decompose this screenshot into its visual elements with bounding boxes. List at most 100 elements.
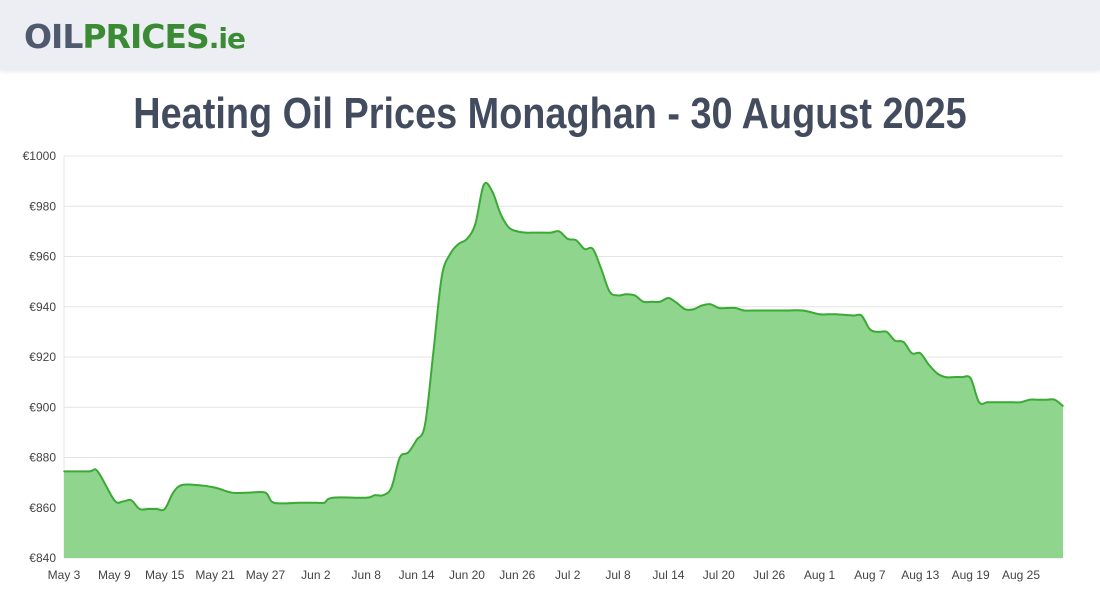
data-point[interactable]	[852, 314, 854, 317]
site-logo[interactable]: OILPRICES.ie	[24, 17, 246, 59]
data-point[interactable]	[1028, 398, 1031, 401]
data-point[interactable]	[718, 307, 720, 309]
data-point[interactable]	[768, 309, 770, 312]
data-point[interactable]	[575, 239, 577, 241]
data-point[interactable]	[541, 231, 544, 234]
data-point[interactable]	[315, 501, 317, 504]
data-point[interactable]	[885, 331, 888, 333]
data-point[interactable]	[1037, 398, 1039, 401]
data-point[interactable]	[676, 302, 678, 304]
data-point[interactable]	[533, 231, 535, 234]
data-point[interactable]	[331, 496, 334, 499]
data-point[interactable]	[642, 300, 645, 303]
data-point[interactable]	[1045, 398, 1048, 401]
data-point[interactable]	[558, 230, 561, 233]
data-point[interactable]	[88, 470, 90, 473]
data-point[interactable]	[961, 376, 964, 378]
data-point[interactable]	[172, 491, 174, 494]
data-point[interactable]	[163, 508, 166, 510]
data-point[interactable]	[155, 508, 158, 510]
data-point[interactable]	[726, 307, 728, 309]
data-point[interactable]	[298, 501, 300, 504]
data-point[interactable]	[214, 486, 216, 489]
data-point[interactable]	[399, 456, 401, 459]
data-point[interactable]	[482, 184, 485, 186]
data-point[interactable]	[323, 501, 326, 504]
data-point[interactable]	[667, 297, 670, 299]
data-point[interactable]	[432, 351, 435, 353]
data-point[interactable]	[457, 243, 460, 245]
data-point[interactable]	[373, 494, 376, 496]
data-point[interactable]	[1003, 401, 1006, 404]
data-point[interactable]	[524, 231, 527, 234]
data-point[interactable]	[860, 314, 863, 317]
data-point[interactable]	[499, 212, 502, 215]
data-point[interactable]	[508, 226, 510, 229]
data-point[interactable]	[986, 401, 989, 404]
data-point[interactable]	[474, 223, 477, 225]
data-point[interactable]	[743, 309, 745, 312]
data-point[interactable]	[944, 376, 947, 378]
data-point[interactable]	[592, 248, 594, 250]
data-point[interactable]	[1062, 405, 1064, 407]
data-point[interactable]	[995, 401, 997, 404]
data-point[interactable]	[701, 304, 703, 307]
data-point[interactable]	[634, 294, 636, 297]
data-point[interactable]	[365, 496, 368, 499]
data-point[interactable]	[869, 328, 871, 331]
data-point[interactable]	[466, 238, 468, 240]
data-point[interactable]	[407, 451, 409, 454]
data-point[interactable]	[969, 377, 972, 380]
data-point[interactable]	[516, 230, 519, 233]
data-point[interactable]	[927, 363, 930, 366]
data-point[interactable]	[138, 508, 141, 510]
data-point[interactable]	[936, 372, 938, 375]
data-point[interactable]	[902, 341, 905, 343]
data-point[interactable]	[1020, 401, 1022, 404]
data-point[interactable]	[617, 294, 619, 297]
data-point[interactable]	[684, 308, 687, 311]
data-point[interactable]	[231, 491, 233, 494]
data-point[interactable]	[440, 275, 443, 278]
data-point[interactable]	[600, 268, 603, 270]
data-point[interactable]	[801, 309, 804, 312]
data-point[interactable]	[273, 501, 275, 504]
data-point[interactable]	[247, 491, 250, 494]
data-point[interactable]	[894, 339, 896, 342]
data-point[interactable]	[113, 499, 116, 502]
data-point[interactable]	[751, 309, 754, 312]
data-point[interactable]	[827, 313, 829, 316]
data-point[interactable]	[650, 300, 653, 303]
data-point[interactable]	[550, 231, 552, 234]
data-point[interactable]	[1053, 398, 1056, 401]
data-point[interactable]	[835, 313, 838, 316]
data-point[interactable]	[491, 190, 493, 192]
data-point[interactable]	[449, 253, 451, 255]
data-point[interactable]	[659, 300, 661, 303]
data-point[interactable]	[121, 500, 124, 503]
data-point[interactable]	[130, 499, 132, 502]
data-point[interactable]	[608, 290, 611, 293]
data-point[interactable]	[197, 484, 200, 486]
data-point[interactable]	[877, 331, 880, 333]
data-point[interactable]	[911, 352, 913, 355]
data-point[interactable]	[390, 486, 393, 489]
data-point[interactable]	[96, 470, 99, 473]
data-point[interactable]	[692, 308, 695, 311]
data-point[interactable]	[953, 376, 955, 378]
data-point[interactable]	[566, 238, 569, 240]
data-point[interactable]	[147, 508, 149, 510]
data-point[interactable]	[63, 470, 65, 473]
data-point[interactable]	[382, 494, 384, 496]
data-point[interactable]	[424, 424, 426, 426]
data-point[interactable]	[978, 401, 980, 404]
data-point[interactable]	[583, 248, 586, 250]
data-point[interactable]	[180, 484, 183, 486]
data-point[interactable]	[709, 303, 712, 306]
data-point[interactable]	[1011, 401, 1014, 404]
data-point[interactable]	[264, 491, 267, 494]
data-point[interactable]	[734, 307, 737, 309]
data-point[interactable]	[625, 293, 628, 295]
data-point[interactable]	[818, 313, 821, 316]
data-point[interactable]	[415, 439, 418, 441]
